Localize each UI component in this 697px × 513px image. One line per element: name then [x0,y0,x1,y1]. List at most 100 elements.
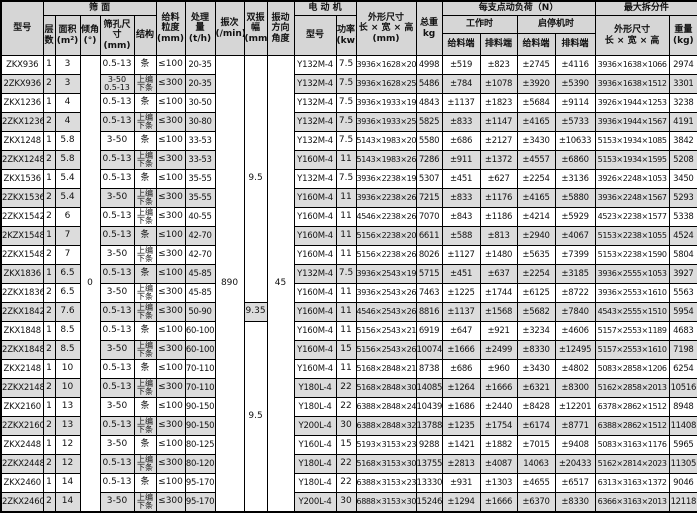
overall-dims-cell: 3936×1933×2510 [355,112,417,132]
working-discharge-load-cell: ±1176 [479,188,518,208]
structure-cell: 上编 下条 [133,416,157,436]
working-feed-load-cell: ±931 [441,473,481,493]
header-motor-power: 功率 (kw) [335,15,357,56]
motor-model-cell: Y160M-4 [293,359,337,379]
header-screen-surface-group: 筛 面 [42,0,157,16]
startstop-feed-load-cell: ±6125 [516,283,556,303]
split-weight-cell: 3450 [668,169,697,189]
header-split-weight: 重量 (kg) [668,15,697,56]
amplitude-merged-cell: 9.5 [243,55,268,303]
split-weight-cell: 4524 [668,226,697,246]
table-row: 2ZKX1842 2 7.6 0.5-13 上编 下条 ≤300 50-90 9.35 Y160… [0,302,697,322]
overall-dims-cell: 3936×2238×1917 [355,169,417,189]
startstop-discharge-load-cell: ±3185 [554,264,596,284]
startstop-feed-load-cell: ±8428 [516,397,556,417]
working-discharge-load-cell: ±2440 [479,397,518,417]
feed-size-cell: ≤300 [155,207,186,227]
motor-power-cell: 11 [335,207,357,227]
model-cell: ZKX2148 [0,359,44,379]
structure-cell: 条 [133,55,157,75]
startstop-feed-load-cell: ±2254 [516,169,556,189]
working-discharge-load-cell: ±1568 [479,302,518,322]
split-dims-cell: 5153×2238×1590 [594,245,670,265]
feed-size-cell: ≤100 [155,55,186,75]
motor-model-cell: Y160M-4 [293,226,337,246]
layers-cell: 2 [42,283,56,303]
split-dims-cell: 6378×2862×1512 [594,397,670,417]
overall-dims-cell: 5168×2848×2174 [355,359,417,379]
header-startstop-discharge-end: 排料端 [554,33,596,56]
motor-model-cell: Y132M-4 [293,131,337,151]
startstop-discharge-load-cell: ±20433 [554,454,596,474]
working-feed-load-cell: ±1666 [441,340,481,360]
mesh-cell: 0.5-13 [99,169,135,189]
working-feed-load-cell: ±1225 [441,283,481,303]
motor-model-cell: Y160M-4 [293,321,337,341]
layers-cell: 1 [42,359,56,379]
total-weight-cell: 9288 [415,435,443,455]
incline-merged-cell: 0 [79,55,101,513]
motor-model-cell: Y132M-4 [293,74,337,94]
split-weight-cell: 4683 [668,321,697,341]
header-incline: 倾角 (°) [79,15,101,56]
model-cell: 2KZX1548 [0,226,44,246]
capacity-cell: 33-53 [184,150,216,170]
working-discharge-load-cell: ±1372 [479,150,518,170]
feed-size-cell: ≤100 [155,359,186,379]
header-split-dims: 外形尺寸 长 × 宽 × 高 [594,15,670,56]
structure-cell: 上编 下条 [133,207,157,227]
capacity-cell: 35-55 [184,169,216,189]
model-cell: ZKX1836 [0,264,44,284]
startstop-discharge-load-cell: ±12201 [554,397,596,417]
layers-cell: 1 [42,226,56,246]
structure-cell: 条 [133,397,157,417]
total-weight-cell: 8026 [415,245,443,265]
startstop-feed-load-cell: ±4165 [516,112,556,132]
startstop-discharge-load-cell: ±8330 [554,492,596,513]
area-cell: 8.5 [54,340,81,360]
model-cell: 2ZKX1836 [0,283,44,303]
mesh-cell: 0.5-13 [99,93,135,113]
split-dims-cell: 3926×1944×1253 [594,93,670,113]
header-overall-dims: 外形尺寸 长 × 宽 × 高 (mm) [355,0,417,56]
feed-size-cell: ≤100 [155,169,186,189]
layers-cell: 1 [42,321,56,341]
split-weight-cell: 11305 [668,454,697,474]
mesh-cell: 3-50 [99,131,135,151]
table-row: 2ZKX2160 2 13 0.5-13 上编 下条 ≤300 90-150 Y200L-4 3… [0,416,697,436]
overall-dims-cell: 6888×3153×3033 [355,492,417,513]
area-cell: 7 [54,245,81,265]
startstop-feed-load-cell: ±6321 [516,378,556,398]
structure-cell: 条 [133,264,157,284]
table-row: 2ZKX1542 2 6 0.5-13 上编 下条 ≤300 40-55 Y160M-4 11 4… [0,207,697,227]
motor-power-cell: 30 [335,492,357,513]
feed-size-cell: ≤100 [155,264,186,284]
split-dims-cell: 4543×2555×1510 [594,302,670,322]
total-weight-cell: 5486 [415,74,443,94]
structure-cell: 上编 下条 [133,454,157,474]
motor-model-cell: Y160M-4 [293,340,337,360]
working-discharge-load-cell: ±1186 [479,207,518,227]
area-cell: 4 [54,112,81,132]
overall-dims-cell: 3936×2238×2609 [355,188,417,208]
split-dims-cell: 5162×2814×2023 [594,454,670,474]
feed-size-cell: ≤300 [155,74,186,94]
feed-size-cell: ≤300 [155,302,186,322]
startstop-discharge-load-cell: ±5880 [554,188,596,208]
model-cell: 2ZKX1842 [0,302,44,322]
mesh-cell: 0.5-13 [99,454,135,474]
table-row: 2ZKX936 2 3 3-50 0.5-13 上编 下条 ≤300 20-35 Y132M-… [0,74,697,94]
capacity-cell: 42-70 [184,226,216,246]
table-row: 2ZKX2148 2 10 0.5-13 上编 下条 ≤300 70-110 Y180L-4 2… [0,378,697,398]
layers-cell: 1 [42,131,56,151]
split-dims-cell: 6366×3163×2013 [594,492,670,513]
area-cell: 10 [54,359,81,379]
capacity-cell: 70-110 [184,378,216,398]
overall-dims-cell: 5168×2848×3033 [355,378,417,398]
feed-size-cell: ≤300 [155,150,186,170]
mesh-cell: 0.5-13 [99,359,135,379]
split-dims-cell: 3936×1944×1567 [594,112,670,132]
area-cell: 12 [54,454,81,474]
capacity-cell: 40-55 [184,207,216,227]
motor-power-cell: 7.5 [335,112,357,132]
